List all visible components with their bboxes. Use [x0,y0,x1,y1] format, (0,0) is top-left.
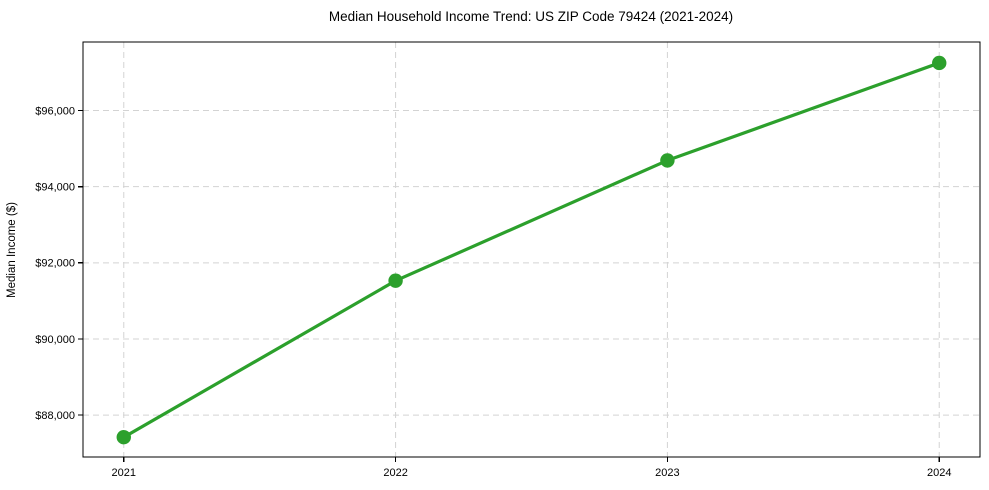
x-tick-label: 2023 [655,467,679,479]
x-tick-label: 2024 [927,467,951,479]
grid-layer [83,42,980,457]
data-point-marker [388,273,403,288]
chart-title: Median Household Income Trend: US ZIP Co… [329,9,733,24]
y-tick-label: $94,000 [35,181,75,193]
y-tick-label: $90,000 [35,334,75,346]
data-point-marker [116,430,131,445]
trend-line [122,61,941,439]
series-layer [116,55,947,445]
y-axis-label: Median Income ($) [6,202,18,298]
y-tick-label: $88,000 [35,410,75,422]
data-point-marker [660,153,675,168]
plot-border [82,41,981,458]
x-tick-label: 2022 [383,467,407,479]
axes-layer: $88,000 $90,000 $92,000 $94,000 $96,000 2021 2… [35,41,981,479]
data-point-marker [932,55,947,71]
x-tick-label: 2021 [112,467,136,479]
y-tick-label: $92,000 [35,258,75,270]
y-tick-label: $96,000 [35,105,75,117]
